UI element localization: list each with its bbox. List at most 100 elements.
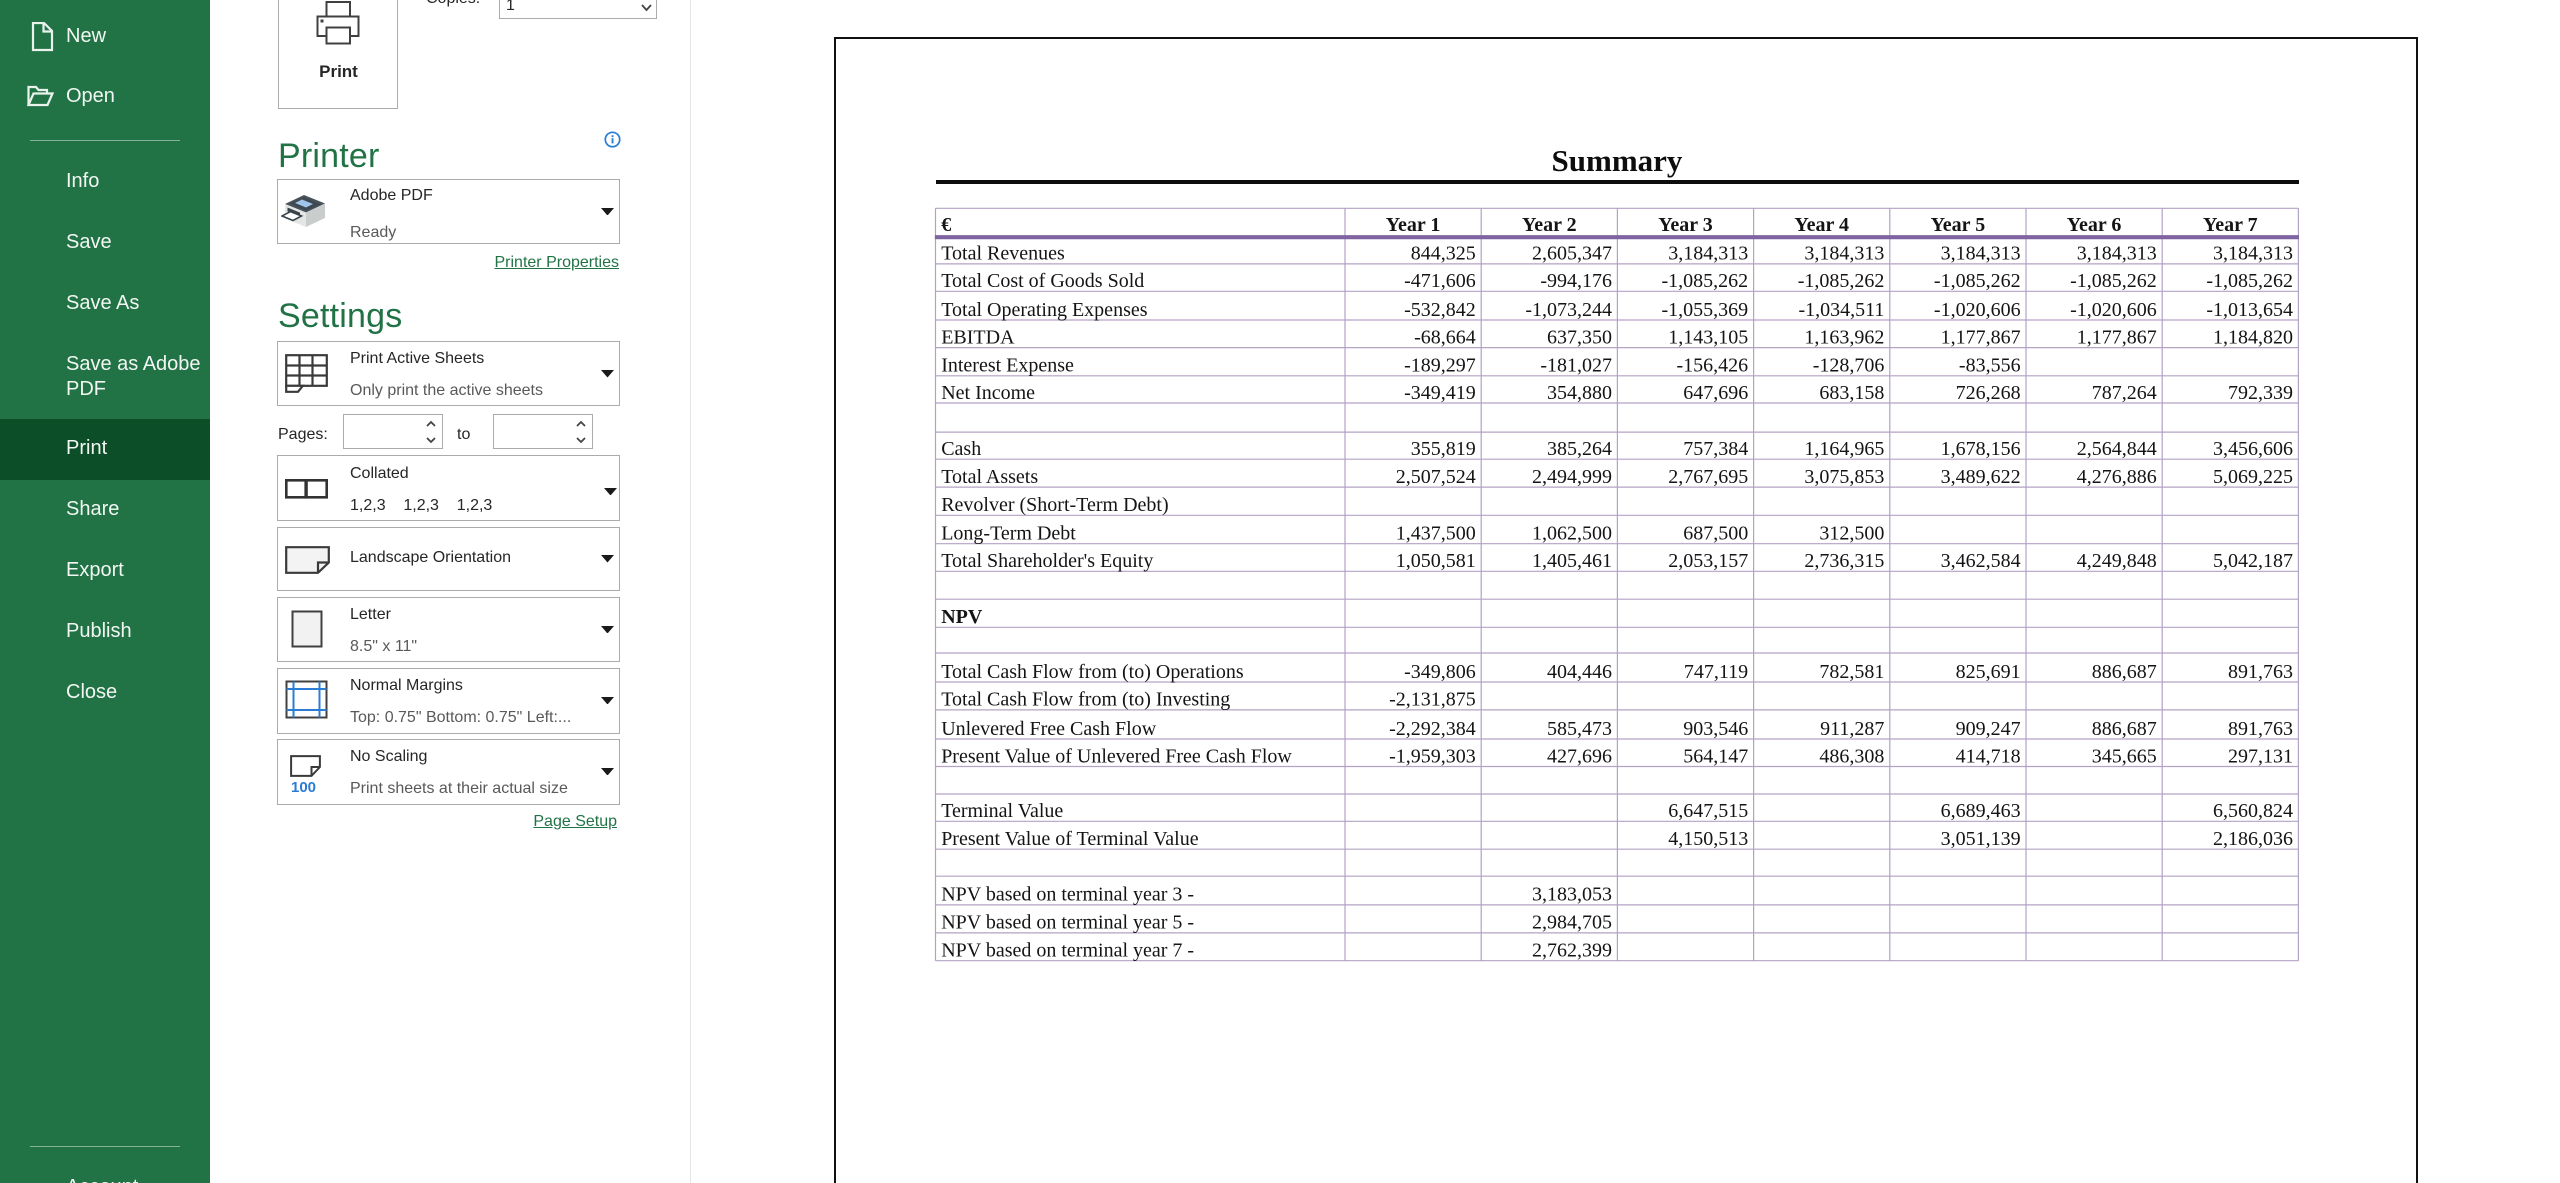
svg-text:3,184,313: 3,184,313	[2213, 243, 2293, 265]
svg-text:EBITDA: EBITDA	[941, 326, 1015, 348]
svg-text:2,494,999: 2,494,999	[1532, 466, 1612, 488]
svg-text:Present Value of Terminal Valu: Present Value of Terminal Value	[941, 828, 1199, 850]
svg-text:-189,297: -189,297	[1404, 355, 1476, 377]
svg-text:5,042,187: 5,042,187	[2213, 550, 2293, 572]
svg-text:NPV: NPV	[941, 606, 983, 628]
svg-text:2,762,399: 2,762,399	[1532, 940, 1612, 962]
svg-text:NPV based on terminal year 3 -: NPV based on terminal year 3 -	[941, 884, 1194, 906]
svg-text:-156,426: -156,426	[1677, 355, 1749, 377]
svg-text:-994,176: -994,176	[1540, 270, 1612, 292]
svg-text:Unlevered Free Cash Flow: Unlevered Free Cash Flow	[941, 718, 1157, 740]
svg-text:Total Shareholder's Equity: Total Shareholder's Equity	[941, 550, 1153, 572]
svg-text:2,736,315: 2,736,315	[1804, 550, 1884, 572]
svg-text:1,062,500: 1,062,500	[1532, 523, 1612, 545]
svg-text:1,050,581: 1,050,581	[1396, 550, 1476, 572]
svg-text:385,264: 385,264	[1547, 438, 1612, 460]
svg-text:-532,842: -532,842	[1404, 299, 1476, 321]
svg-text:1,143,105: 1,143,105	[1668, 326, 1748, 348]
svg-text:Present Value of Unlevered Fre: Present Value of Unlevered Free Cash Flo…	[941, 745, 1292, 767]
svg-text:886,687: 886,687	[2092, 718, 2157, 740]
svg-text:Total Cash Flow from (to) Oper: Total Cash Flow from (to) Operations	[941, 661, 1244, 683]
svg-text:Year 2: Year 2	[1522, 214, 1577, 236]
svg-text:3,456,606: 3,456,606	[2213, 438, 2293, 460]
svg-text:1,177,867: 1,177,867	[2077, 326, 2157, 348]
svg-text:Cash: Cash	[941, 438, 981, 460]
svg-text:1,437,500: 1,437,500	[1396, 523, 1476, 545]
svg-text:Interest Expense: Interest Expense	[941, 355, 1074, 377]
svg-text:-1,055,369: -1,055,369	[1662, 299, 1749, 321]
svg-text:345,665: 345,665	[2092, 745, 2157, 767]
svg-text:€: €	[941, 214, 951, 236]
svg-text:404,446: 404,446	[1547, 661, 1612, 683]
svg-text:6,689,463: 6,689,463	[1941, 800, 2021, 822]
svg-text:687,500: 687,500	[1683, 523, 1748, 545]
svg-text:-1,085,262: -1,085,262	[2206, 270, 2293, 292]
svg-text:-1,073,244: -1,073,244	[1525, 299, 1612, 321]
svg-text:647,696: 647,696	[1683, 382, 1748, 404]
svg-text:2,605,347: 2,605,347	[1532, 243, 1612, 265]
svg-text:-349,419: -349,419	[1404, 382, 1476, 404]
svg-text:2,507,524: 2,507,524	[1396, 466, 1476, 488]
svg-text:2,564,844: 2,564,844	[2077, 438, 2157, 460]
svg-text:909,247: 909,247	[1956, 718, 2021, 740]
svg-text:3,051,139: 3,051,139	[1941, 828, 2021, 850]
svg-text:-349,806: -349,806	[1404, 661, 1476, 683]
svg-text:414,718: 414,718	[1956, 745, 2021, 767]
svg-text:Year 6: Year 6	[2067, 214, 2122, 236]
svg-text:Long-Term Debt: Long-Term Debt	[941, 523, 1076, 545]
svg-text:3,184,313: 3,184,313	[1804, 243, 1884, 265]
svg-text:4,150,513: 4,150,513	[1668, 828, 1748, 850]
svg-text:Total Operating Expenses: Total Operating Expenses	[941, 299, 1148, 321]
svg-text:Year 5: Year 5	[1931, 214, 1986, 236]
svg-text:Total Revenues: Total Revenues	[941, 243, 1065, 265]
svg-text:1,184,820: 1,184,820	[2213, 326, 2293, 348]
svg-text:-128,706: -128,706	[1813, 355, 1885, 377]
svg-text:355,819: 355,819	[1411, 438, 1476, 460]
svg-text:-1,085,262: -1,085,262	[1662, 270, 1749, 292]
svg-text:3,183,053: 3,183,053	[1532, 884, 1612, 906]
svg-text:Terminal Value: Terminal Value	[941, 800, 1063, 822]
svg-text:-1,020,606: -1,020,606	[1934, 299, 2021, 321]
svg-text:4,249,848: 4,249,848	[2077, 550, 2157, 572]
svg-text:6,560,824: 6,560,824	[2213, 800, 2293, 822]
svg-text:3,184,313: 3,184,313	[1668, 243, 1748, 265]
svg-text:891,763: 891,763	[2228, 661, 2293, 683]
svg-text:NPV based on terminal year 7 -: NPV based on terminal year 7 -	[941, 940, 1194, 962]
svg-text:312,500: 312,500	[1819, 523, 1884, 545]
svg-text:844,325: 844,325	[1411, 243, 1476, 265]
svg-text:-68,664: -68,664	[1414, 326, 1476, 348]
svg-text:2,186,036: 2,186,036	[2213, 828, 2293, 850]
svg-text:787,264: 787,264	[2092, 382, 2157, 404]
svg-text:-1,085,262: -1,085,262	[1798, 270, 1885, 292]
svg-text:911,287: 911,287	[1820, 718, 1884, 740]
svg-text:1,405,461: 1,405,461	[1532, 550, 1612, 572]
svg-text:-181,027: -181,027	[1540, 355, 1612, 377]
svg-text:637,350: 637,350	[1547, 326, 1612, 348]
svg-text:3,184,313: 3,184,313	[1941, 243, 2021, 265]
svg-text:-1,959,303: -1,959,303	[1389, 745, 1476, 767]
svg-text:747,119: 747,119	[1684, 661, 1748, 683]
svg-text:Total Assets: Total Assets	[941, 466, 1038, 488]
svg-text:297,131: 297,131	[2228, 745, 2293, 767]
svg-text:486,308: 486,308	[1819, 745, 1884, 767]
svg-text:3,184,313: 3,184,313	[2077, 243, 2157, 265]
svg-text:Year 7: Year 7	[2203, 214, 2258, 236]
svg-text:-1,085,262: -1,085,262	[2070, 270, 2157, 292]
svg-text:Year 3: Year 3	[1658, 214, 1713, 236]
svg-text:782,581: 782,581	[1819, 661, 1884, 683]
svg-text:3,462,584: 3,462,584	[1941, 550, 2021, 572]
svg-text:-1,013,654: -1,013,654	[2206, 299, 2293, 321]
svg-text:2,053,157: 2,053,157	[1668, 550, 1748, 572]
svg-text:6,647,515: 6,647,515	[1668, 800, 1748, 822]
svg-text:585,473: 585,473	[1547, 718, 1612, 740]
svg-text:903,546: 903,546	[1683, 718, 1748, 740]
svg-text:726,268: 726,268	[1956, 382, 2021, 404]
svg-text:-471,606: -471,606	[1404, 270, 1476, 292]
svg-text:2,767,695: 2,767,695	[1668, 466, 1748, 488]
svg-text:354,880: 354,880	[1547, 382, 1612, 404]
svg-text:Year 1: Year 1	[1386, 214, 1441, 236]
svg-text:-2,131,875: -2,131,875	[1389, 689, 1476, 711]
svg-text:Total Cash Flow from (to) Inve: Total Cash Flow from (to) Investing	[941, 689, 1230, 711]
svg-text:-1,085,262: -1,085,262	[1934, 270, 2021, 292]
svg-text:4,276,886: 4,276,886	[2077, 466, 2157, 488]
